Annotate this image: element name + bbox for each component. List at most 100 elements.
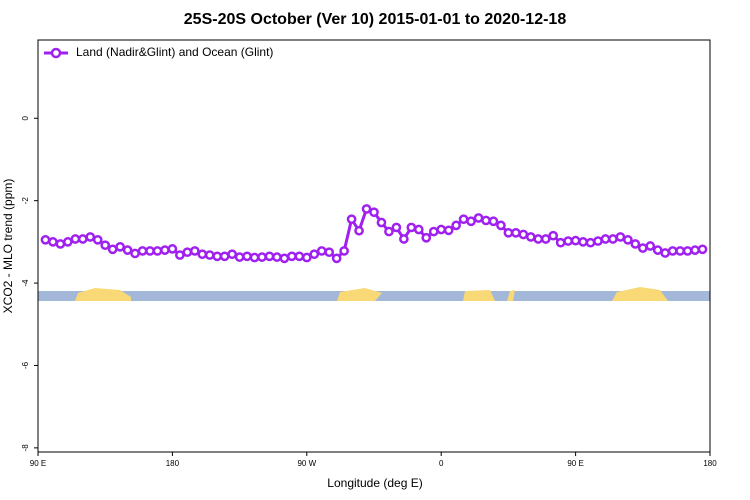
x-tick-label: 90 E [30,459,46,468]
data-point [331,253,342,264]
data-point [107,244,118,255]
data-point [294,251,305,262]
data-point [697,244,708,255]
data-point [316,246,327,256]
x-tick-label: 90 W [297,459,316,468]
data-point [234,252,245,262]
data-point [391,222,402,233]
data-point [608,234,618,244]
data-point [212,251,223,262]
data-point [309,249,320,260]
data-point [436,224,447,235]
data-point [77,234,88,244]
data-point [533,234,544,244]
data-point [287,251,297,262]
data-point [637,243,648,253]
land-ocean-strip [38,287,710,301]
data-point [369,207,379,218]
y-tick-label: -4 [21,279,30,287]
data-point [563,236,573,246]
x-tick-label: 0 [439,459,444,468]
data-point [115,241,125,252]
data-point [324,247,335,258]
data-point [518,229,529,240]
data-point [585,237,596,248]
data-point [92,234,103,245]
data-point [272,252,282,262]
data-point [496,220,506,231]
data-point [645,241,656,251]
y-tick-label: -8 [21,444,30,452]
x-axis-label: Longitude (deg E) [327,476,422,490]
data-point [578,237,588,247]
data-point [652,245,663,255]
data-point [227,249,237,260]
data-point [70,234,81,244]
data-point [257,252,267,262]
data-point [167,244,178,254]
data-point [40,234,51,245]
data-point [458,214,469,225]
data-point [152,246,163,256]
data-point [197,249,208,260]
data-point [85,232,96,242]
data-point [428,226,439,237]
data-point [182,247,193,258]
data-point [511,227,521,238]
x-tick-label: 90 E [567,459,583,468]
data-point [682,246,693,256]
data-point [137,246,148,256]
y-axis-label: XCO2 - MLO trend (ppm) [1,179,15,314]
x-tick-label: 180 [703,459,717,468]
data-point [555,237,566,248]
data-point [264,251,275,262]
data-point [249,252,260,263]
data-point [570,235,581,246]
x-tick-label: 180 [166,459,180,468]
legend-label: Land (Nadir&Glint) and Ocean (Glint) [76,45,273,59]
data-point [339,246,349,256]
data-point [667,246,678,256]
data-point [189,246,200,256]
data-point [525,232,536,242]
data-point [451,220,461,231]
data-point [160,245,170,255]
data-point [242,251,252,262]
legend-marker [50,47,62,59]
data-point [301,252,312,263]
data-point [122,245,133,255]
data-point [600,234,611,244]
y-tick-label: 0 [21,116,30,121]
data-point [481,215,491,226]
data-point [615,232,626,242]
legend: Land (Nadir&Glint) and Ocean (Glint) [44,45,273,59]
data-point [406,222,417,233]
data-point [660,248,671,258]
data-point [376,217,387,228]
data-point [548,230,559,241]
data-point [443,225,454,236]
data-point [346,214,357,225]
data-point [361,204,372,214]
data-point [421,232,432,243]
data-point [593,236,603,246]
data-point [384,226,394,237]
data-point [675,246,685,256]
chart-title: 25S-20S October (Ver 10) 2015-01-01 to 2… [184,11,567,28]
data-point [540,234,551,244]
data-point [399,234,409,244]
data-point [279,253,290,264]
data-point [690,245,700,255]
data-point [145,246,155,256]
data-point [204,250,215,260]
data-point [488,216,499,227]
data-point [130,248,140,259]
data-point [100,240,111,251]
y-tick-label: -6 [21,361,30,369]
data-point [623,234,633,245]
plot-frame [37,39,711,453]
data-point [48,237,58,247]
data-point [503,227,514,238]
y-tick-label: -2 [21,197,30,205]
